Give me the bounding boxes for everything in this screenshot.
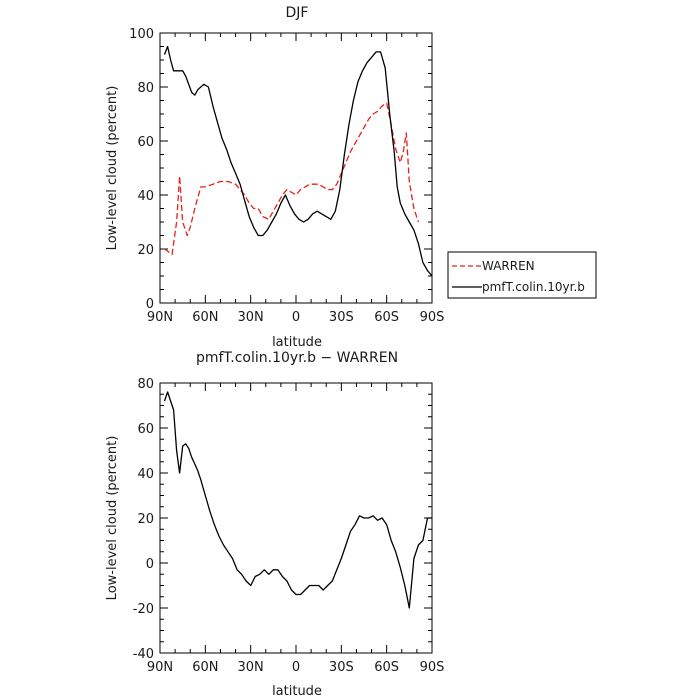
difference-y-tick-label: 80 [137,377,154,392]
legend-box [447,251,597,299]
djf-x-tick-label: 0 [292,310,300,325]
difference-x-tick-label: 0 [292,660,300,675]
legend: WARREN pmfT.colin.10yr.b [447,251,597,299]
djf-y-tick-label: 60 [137,135,154,150]
djf-y-tick-label: 20 [137,243,154,258]
difference-series [163,391,432,609]
djf-panel: DJF latitude Low-level cloud (percent) 9… [105,5,444,350]
djf-y-tick-label: 100 [129,27,154,42]
djf-series [163,45,433,277]
difference-y-axis-label: Low-level cloud (percent) [105,436,120,601]
djf-title: DJF [286,5,309,21]
difference-title: pmfT.colin.10yr.b − WARREN [196,350,398,366]
difference-x-tick-label: 90N [147,660,173,675]
difference-x-tick-label: 30N [238,660,264,675]
difference-x-tick-label: 30S [329,660,354,675]
djf-x-tick-label: 30S [329,310,354,325]
djf-y-axis-label: Low-level cloud (percent) [105,86,120,251]
djf-x-tick-label: 90N [147,310,173,325]
djf-x-tick-label: 90S [420,310,445,325]
legend-label-warren: WARREN [482,259,535,273]
difference-plot-frame [159,382,433,654]
djf-y-tick-label: 40 [137,189,154,204]
difference-y-tick-label: -40 [133,647,154,662]
djf-x-tick-label: 30N [238,310,264,325]
difference-y-tick-label: 60 [137,422,154,437]
djf-ticks: 90N 60N 30N 0 30S 60S 90S 0 20 40 60 80 100 [129,27,444,325]
difference-ticks: 90N 60N 30N 0 30S 60S 90S -40 -20 0 20 40 60 80 [133,377,445,675]
djf-y-tick-label: 0 [146,297,154,312]
difference-x-tick-label: 90S [420,660,445,675]
djf-x-tick-label: 60S [374,310,399,325]
difference-x-tick-label: 60N [192,660,218,675]
difference-panel: pmfT.colin.10yr.b − WARREN latitude Low-… [105,350,444,699]
djf-plot-frame [159,32,433,304]
difference-y-tick-label: -20 [133,602,154,617]
difference-x-tick-label: 60S [374,660,399,675]
djf-series-line-1 [164,102,420,256]
djf-series-line-2 [163,45,433,277]
difference-y-tick-label: 0 [146,557,154,572]
difference-x-axis-label: latitude [272,684,322,699]
djf-y-tick-label: 80 [137,81,154,96]
difference-y-tick-label: 40 [137,467,154,482]
legend-label-pmft: pmfT.colin.10yr.b [482,280,585,294]
djf-x-tick-label: 60N [192,310,218,325]
difference-y-tick-label: 20 [137,512,154,527]
difference-series-line-1 [163,391,432,609]
djf-x-axis-label: latitude [272,335,322,350]
